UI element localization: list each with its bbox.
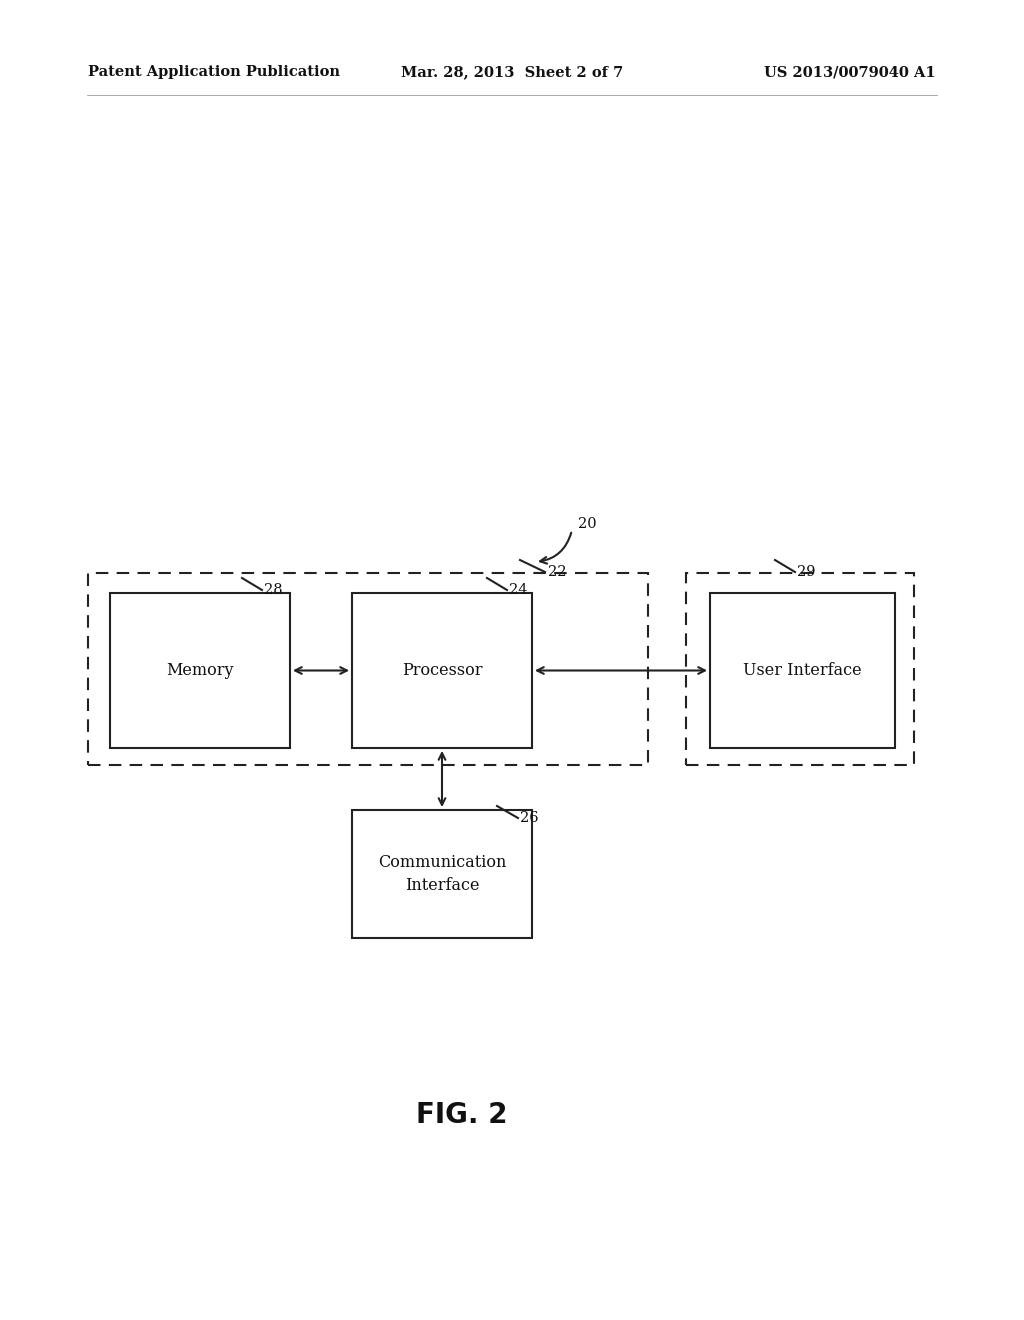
Text: Memory: Memory (166, 663, 233, 678)
Text: 24: 24 (509, 583, 527, 597)
Text: Mar. 28, 2013  Sheet 2 of 7: Mar. 28, 2013 Sheet 2 of 7 (400, 65, 624, 79)
Text: Patent Application Publication: Patent Application Publication (88, 65, 340, 79)
Text: 28: 28 (264, 583, 283, 597)
Text: Processor: Processor (401, 663, 482, 678)
Text: US 2013/0079040 A1: US 2013/0079040 A1 (764, 65, 936, 79)
Text: User Interface: User Interface (743, 663, 862, 678)
Text: Communication
Interface: Communication Interface (378, 854, 506, 894)
Text: FIG. 2: FIG. 2 (416, 1101, 508, 1129)
Bar (88, 573, 648, 766)
Text: 29: 29 (797, 565, 815, 579)
Text: 22: 22 (548, 565, 566, 579)
Bar (352, 593, 532, 748)
Bar (110, 593, 290, 748)
Text: 20: 20 (578, 517, 597, 531)
Bar (710, 593, 895, 748)
Text: 26: 26 (520, 810, 539, 825)
Bar (352, 810, 532, 939)
Bar (686, 573, 914, 766)
